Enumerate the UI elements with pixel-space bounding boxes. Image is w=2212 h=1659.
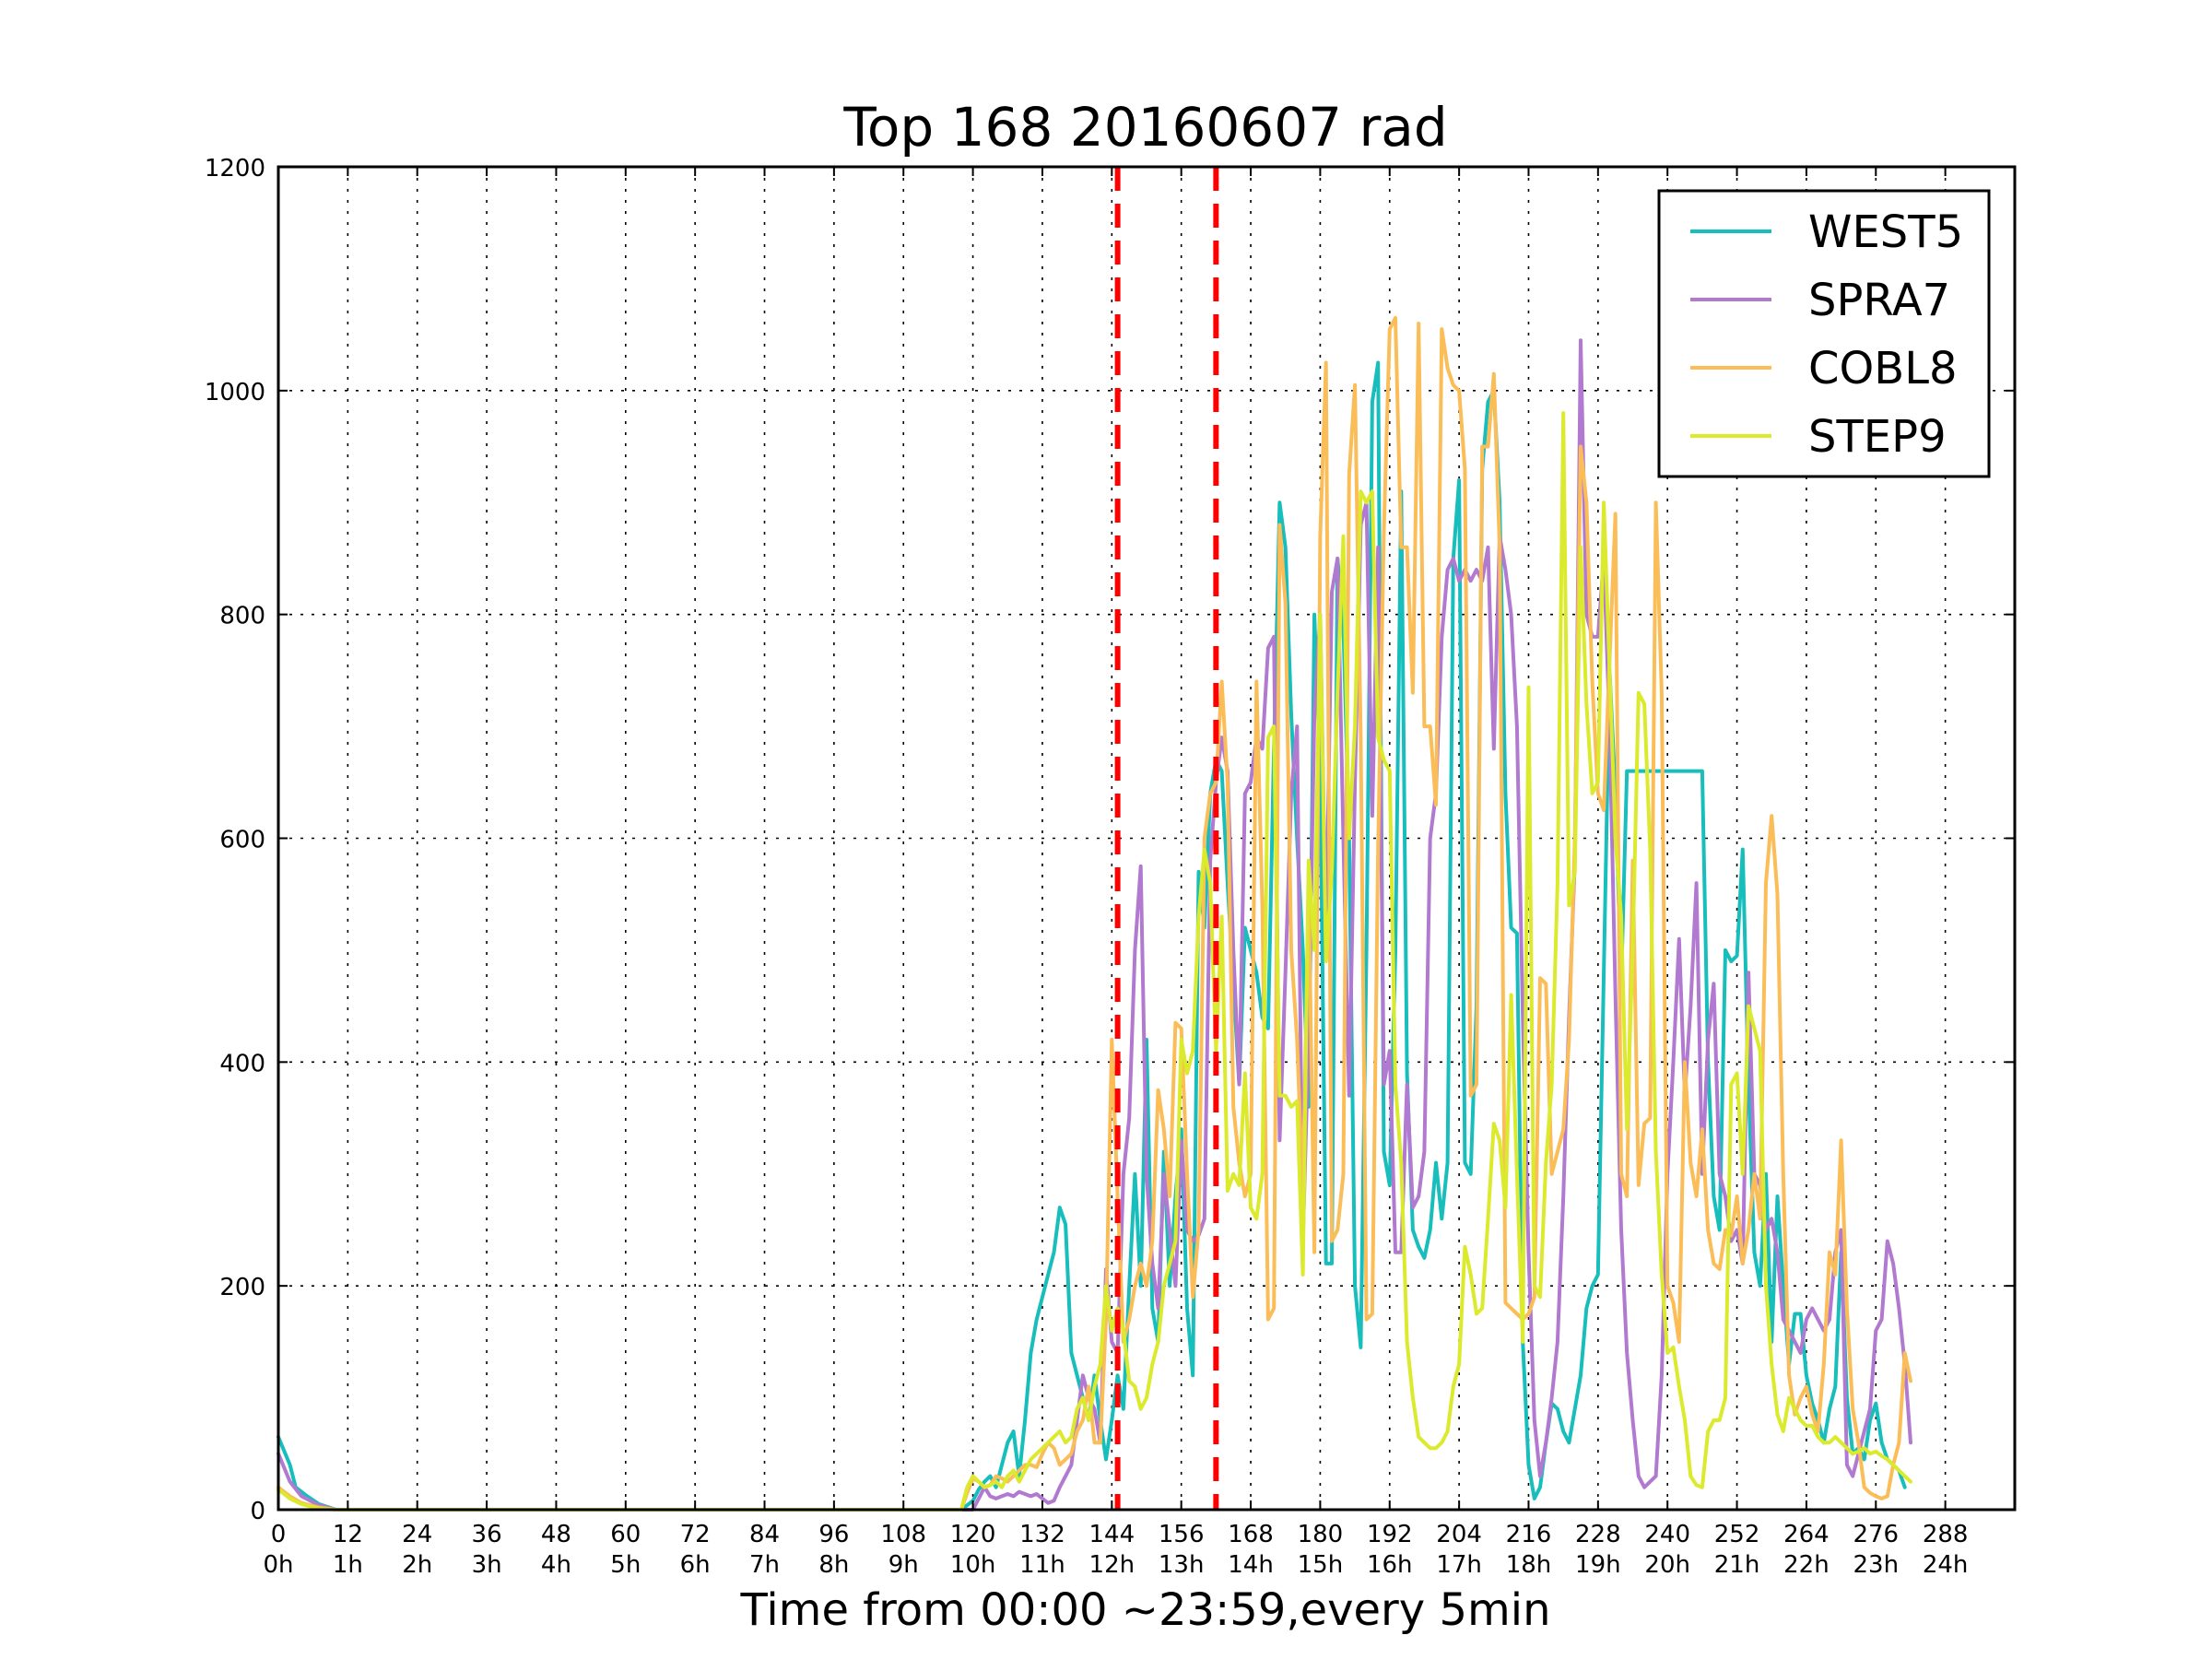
x-tick-label-hour: 16h — [1367, 1551, 1413, 1579]
x-tick-label: 252 — [1714, 1521, 1760, 1548]
x-tick-label: 72 — [680, 1521, 711, 1548]
axis-ticks: 0 0h 12 1h 24 2h 36 3h 48 4h 60 5h 72 6h 84 7h 96 8h 108 9h… — [205, 155, 2015, 1579]
series-line-west5 — [276, 360, 1907, 1512]
x-tick-label-hour: 8h — [818, 1551, 849, 1579]
x-tick-label: 120 — [950, 1521, 996, 1548]
vertical-markers — [1114, 167, 1219, 1510]
x-tick-label-hour: 22h — [1783, 1551, 1830, 1579]
x-tick-label-hour: 7h — [749, 1551, 780, 1579]
y-tick-label: 800 — [219, 603, 265, 630]
x-tick-label: 84 — [749, 1521, 780, 1548]
series-line-cobl8 — [276, 315, 1912, 1512]
x-tick-label-hour: 0h — [263, 1551, 293, 1579]
x-tick-label: 12 — [333, 1521, 363, 1548]
x-tick-label-hour: 9h — [888, 1551, 919, 1579]
x-tick-label-hour: 3h — [472, 1551, 502, 1579]
x-tick-label: 288 — [1923, 1521, 1969, 1548]
plot-area — [276, 315, 1912, 1512]
x-tick-label: 168 — [1228, 1521, 1274, 1548]
x-tick-label: 192 — [1367, 1521, 1413, 1548]
x-tick-label-hour: 5h — [610, 1551, 641, 1579]
x-tick-label: 156 — [1159, 1521, 1205, 1548]
y-tick-label: 600 — [219, 827, 265, 854]
x-tick-label: 108 — [880, 1521, 926, 1548]
x-tick-label: 24 — [402, 1521, 432, 1548]
x-tick-label: 36 — [472, 1521, 502, 1548]
y-tick-label: 1200 — [205, 155, 265, 182]
x-tick-label-hour: 19h — [1575, 1551, 1621, 1579]
x-tick-label-hour: 4h — [541, 1551, 571, 1579]
y-tick-label: 200 — [219, 1274, 265, 1301]
y-tick-label: 0 — [250, 1498, 265, 1525]
legend-label-spra7: SPRA7 — [1808, 275, 1950, 326]
x-tick-label: 180 — [1298, 1521, 1344, 1548]
x-tick-label-hour: 15h — [1298, 1551, 1344, 1579]
x-tick-label: 132 — [1019, 1521, 1065, 1548]
series-line-step9 — [276, 411, 1912, 1512]
x-tick-label: 60 — [610, 1521, 641, 1548]
x-tick-label: 228 — [1575, 1521, 1621, 1548]
x-tick-label: 264 — [1783, 1521, 1830, 1548]
legend-label-step9: STEP9 — [1808, 411, 1947, 463]
x-tick-label: 0 — [271, 1521, 287, 1548]
x-tick-label-hour: 23h — [1853, 1551, 1899, 1579]
x-tick-label: 240 — [1644, 1521, 1690, 1548]
legend-box — [1657, 189, 1991, 478]
x-tick-label-hour: 21h — [1714, 1551, 1760, 1579]
x-tick-label-hour: 18h — [1506, 1551, 1552, 1579]
x-tick-label-hour: 20h — [1644, 1551, 1690, 1579]
legend-label-cobl8: COBL8 — [1808, 343, 1958, 394]
x-tick-label-hour: 10h — [950, 1551, 996, 1579]
y-tick-label: 400 — [219, 1050, 265, 1077]
x-tick-label: 96 — [818, 1521, 849, 1548]
x-tick-label: 216 — [1506, 1521, 1552, 1548]
y-tick-label: 1000 — [205, 379, 265, 406]
x-tick-label-hour: 2h — [402, 1551, 432, 1579]
x-tick-label-hour: 1h — [333, 1551, 363, 1579]
x-tick-label-hour: 13h — [1159, 1551, 1205, 1579]
x-axis-label: Time from 00:00 ~23:59,every 5min — [740, 1584, 1551, 1636]
x-tick-label-hour: 6h — [680, 1551, 711, 1579]
chart-title: Top 168 20160607 rad — [842, 96, 1447, 159]
x-tick-label: 276 — [1853, 1521, 1899, 1548]
legend: WEST5 SPRA7 COBL8 STEP9 — [1657, 189, 1991, 478]
x-tick-label: 48 — [541, 1521, 571, 1548]
legend-label-west5: WEST5 — [1808, 206, 1963, 258]
x-tick-label-hour: 24h — [1923, 1551, 1969, 1579]
x-tick-label-hour: 17h — [1436, 1551, 1482, 1579]
x-tick-label-hour: 11h — [1019, 1551, 1065, 1579]
x-tick-label: 204 — [1436, 1521, 1482, 1548]
x-tick-label-hour: 14h — [1228, 1551, 1274, 1579]
x-tick-label: 144 — [1088, 1521, 1135, 1548]
x-tick-label-hour: 12h — [1089, 1551, 1135, 1579]
